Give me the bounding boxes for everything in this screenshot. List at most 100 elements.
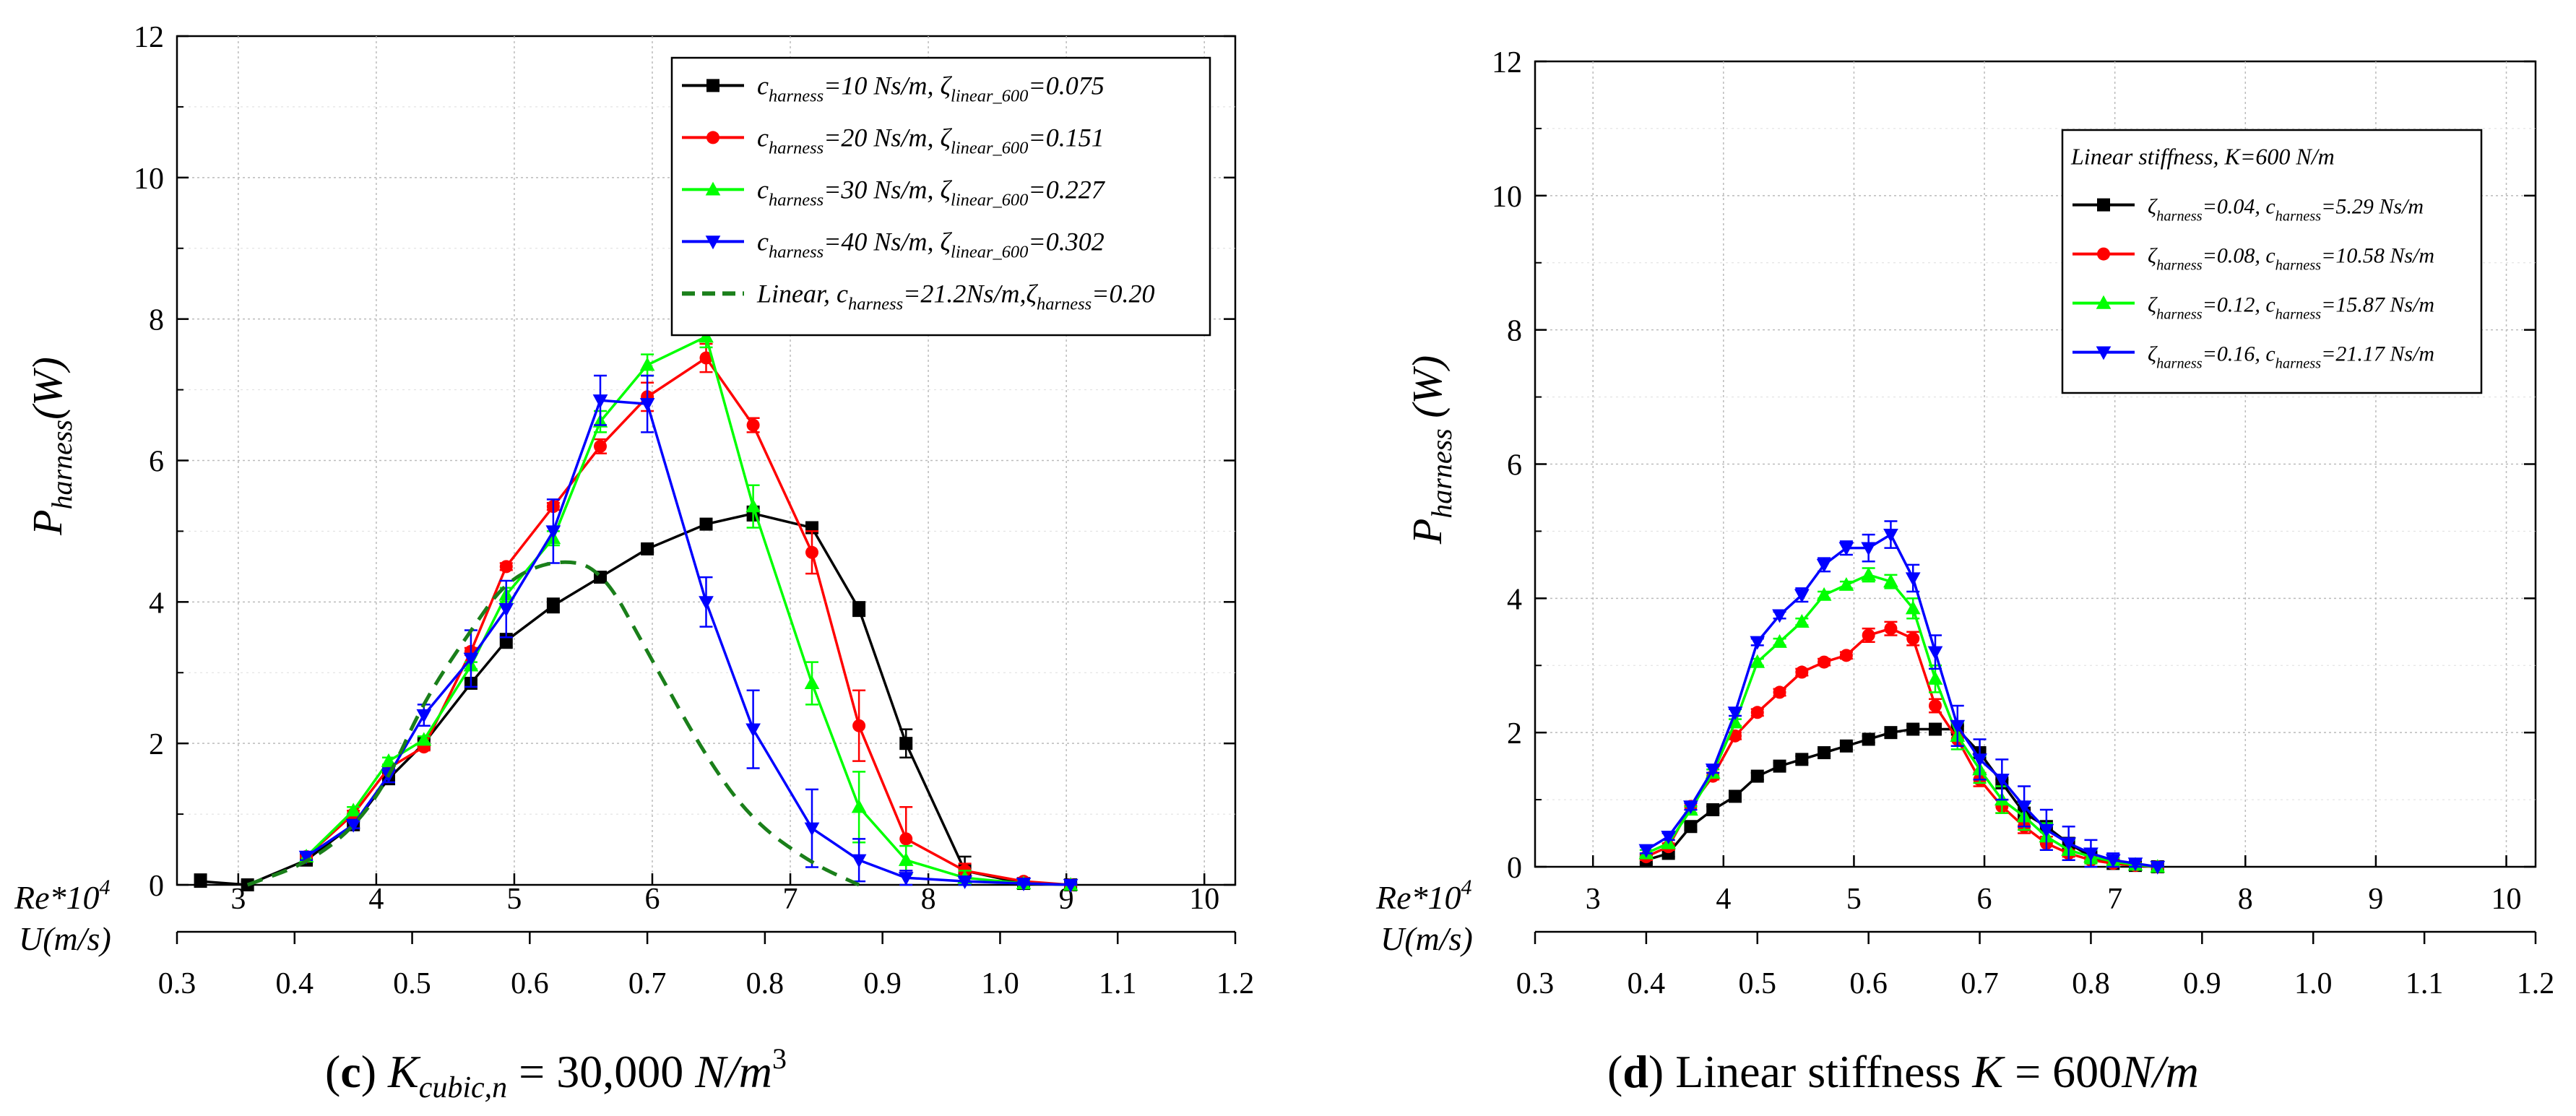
data-point bbox=[1994, 774, 2010, 788]
y-tick-label: 12 bbox=[1492, 46, 1522, 79]
u-tick-label: 1.2 bbox=[1216, 967, 1255, 1000]
data-point bbox=[1818, 655, 1831, 669]
re-tick-label: 8 bbox=[921, 883, 936, 916]
y-tick-label: 0 bbox=[1507, 852, 1522, 885]
re-tick-label: 7 bbox=[783, 883, 798, 916]
data-point bbox=[745, 498, 761, 513]
data-point bbox=[639, 398, 655, 412]
legend-marker bbox=[2097, 247, 2110, 261]
data-point bbox=[1929, 722, 1942, 736]
legend-marker bbox=[705, 235, 721, 250]
legend-title: Linear stiffness, K=600 N/m bbox=[2070, 144, 2335, 170]
y-axis: 0 2 4 6 8 10 12 bbox=[1492, 46, 2536, 885]
data-point bbox=[1883, 574, 1898, 588]
u-tick-label: 0.8 bbox=[746, 967, 785, 1000]
legend-marker bbox=[2096, 295, 2112, 309]
u-tick-label: 0.9 bbox=[863, 967, 902, 1000]
u-tick-label: 0.3 bbox=[158, 967, 196, 1000]
data-point bbox=[898, 852, 914, 866]
data-point bbox=[1661, 831, 1677, 844]
legend: charness=10 Ns/m, ζlinear_600=0.075charn… bbox=[670, 56, 1211, 337]
data-point bbox=[1862, 628, 1875, 642]
data-point bbox=[594, 439, 607, 453]
legend-marker bbox=[705, 181, 721, 196]
y-tick-label: 8 bbox=[149, 304, 164, 337]
data-point bbox=[898, 872, 914, 886]
u-tick-label: 1.0 bbox=[981, 967, 1019, 1000]
y-tick-label: 2 bbox=[1507, 717, 1522, 751]
data-point bbox=[1705, 764, 1721, 778]
u-tick-label: 1.2 bbox=[2517, 967, 2555, 1000]
y-tick-label: 6 bbox=[149, 446, 164, 479]
data-point bbox=[298, 850, 314, 865]
data-point bbox=[1816, 587, 1832, 601]
data-point bbox=[1750, 654, 1765, 668]
u-tick-label: 1.0 bbox=[2294, 967, 2333, 1000]
data-point bbox=[1927, 646, 1943, 660]
legend: Linear stiffness, K=600 N/m ζharness=0.04… bbox=[2061, 129, 2483, 394]
u-tick-label: 0.8 bbox=[2072, 967, 2110, 1000]
data-point bbox=[498, 603, 514, 617]
data-point bbox=[463, 652, 479, 667]
data-point bbox=[416, 732, 432, 746]
re-axis-label: Re*104 bbox=[1375, 875, 1472, 916]
re-tick-label: 8 bbox=[2238, 883, 2253, 916]
data-point bbox=[1839, 649, 1853, 662]
re-tick-label: 4 bbox=[368, 883, 384, 916]
data-point bbox=[746, 418, 760, 432]
u-tick-label: 0.5 bbox=[1739, 967, 1777, 1000]
re-tick-label: 6 bbox=[1977, 883, 1992, 916]
data-point bbox=[345, 818, 361, 833]
data-point bbox=[1794, 614, 1810, 628]
re-tick-label: 4 bbox=[1716, 883, 1731, 916]
u-tick-label: 1.1 bbox=[2406, 967, 2444, 1000]
data-point bbox=[1727, 706, 1743, 721]
data-point bbox=[1884, 726, 1898, 740]
y-axis-label: Pharness(W) bbox=[24, 357, 78, 536]
data-point bbox=[416, 709, 432, 723]
data-point bbox=[1861, 542, 1877, 556]
u-axis-label: U(m/s) bbox=[19, 920, 111, 957]
legend-label: charness=10 Ns/m, ζlinear_600=0.075 bbox=[757, 71, 1105, 105]
u-tick-label: 0.6 bbox=[1849, 967, 1888, 1000]
data-point bbox=[852, 719, 866, 732]
re-axis-label: Re*104 bbox=[14, 875, 111, 916]
data-point bbox=[1905, 572, 1921, 587]
u-axis-label: U(m/s) bbox=[1380, 920, 1473, 957]
y-tick-label: 0 bbox=[149, 870, 164, 903]
y-tick-label: 4 bbox=[1507, 583, 1522, 616]
data-point bbox=[2105, 854, 2121, 868]
figure-caption: (d) Linear stiffness K = 600N/m bbox=[1607, 1046, 2199, 1097]
data-point bbox=[1929, 699, 1942, 712]
data-point bbox=[2039, 823, 2054, 838]
data-point bbox=[851, 799, 867, 813]
data-point bbox=[1950, 719, 1966, 734]
y-tick-label: 10 bbox=[1492, 181, 1522, 214]
u-tick-label: 0.7 bbox=[1961, 967, 1999, 1000]
data-point bbox=[804, 822, 820, 836]
data-point bbox=[1972, 753, 1987, 768]
re-tick-label: 3 bbox=[1586, 883, 1601, 916]
data-point bbox=[804, 675, 820, 690]
re-tick-label: 9 bbox=[2368, 883, 2383, 916]
data-point bbox=[1816, 558, 1832, 573]
u-tick-label: 0.9 bbox=[2183, 967, 2221, 1000]
data-point bbox=[592, 394, 608, 409]
figure-caption: (c) Kcubic,n = 30,000 N/m3 bbox=[325, 1042, 787, 1104]
y-tick-label: 8 bbox=[1507, 315, 1522, 348]
y-tick-label: 12 bbox=[134, 21, 164, 54]
data-point bbox=[545, 525, 561, 540]
legend-label: charness=30 Ns/m, ζlinear_600=0.227 bbox=[757, 175, 1106, 209]
legend-label: Linear, charness=21.2Ns/m,ζharness=0.20 bbox=[756, 279, 1154, 313]
legend-label: ζharness=0.16, charness=21.17 Ns/m bbox=[2148, 342, 2434, 372]
series-3 bbox=[1638, 520, 2166, 875]
data-point bbox=[1838, 542, 1854, 556]
u-tick-label: 0.6 bbox=[511, 967, 549, 1000]
data-point bbox=[1772, 609, 1787, 623]
data-point bbox=[2083, 847, 2099, 862]
re-tick-label: 10 bbox=[2491, 883, 2522, 916]
y-tick-label: 4 bbox=[149, 587, 164, 620]
data-point bbox=[1794, 589, 1810, 603]
data-point bbox=[1772, 633, 1787, 648]
